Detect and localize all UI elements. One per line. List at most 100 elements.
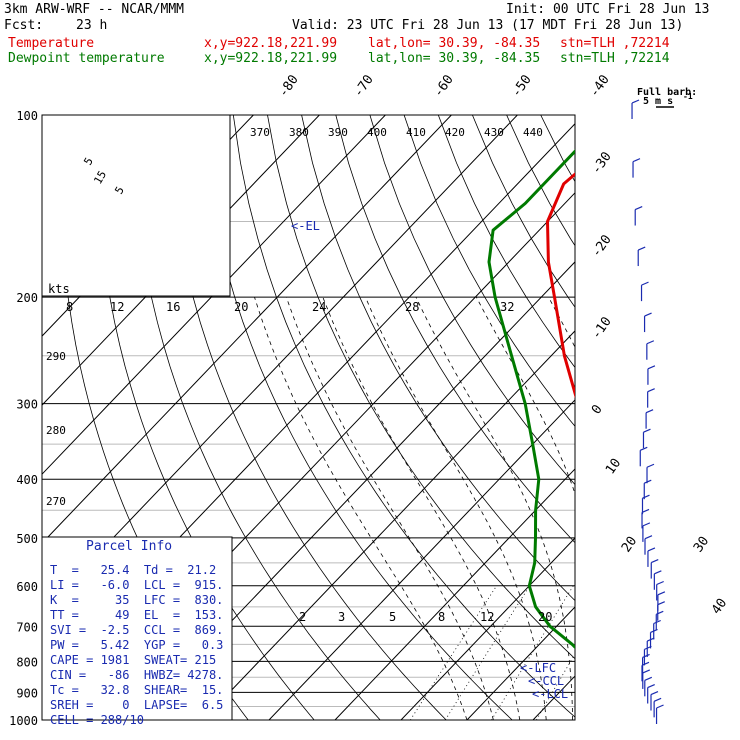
dry-adiabat [335, 115, 575, 544]
dewpoint-station: stn=TLH ,72214 [560, 51, 670, 66]
hodograph-box [41, 114, 231, 297]
dry-adiabat [677, 115, 740, 720]
hodograph-speed-label: 16 [166, 300, 180, 314]
isotherm-line [42, 115, 452, 544]
wind-barb-flag [656, 580, 664, 586]
wind-barb-flag [653, 619, 661, 625]
theta-e-label: 380 [289, 126, 309, 139]
el-marker: <-EL [291, 219, 320, 233]
theta-label: 270 [46, 495, 66, 508]
parcel-row: CAPE = 1981 SWEAT= 215 [50, 653, 217, 667]
isotherm-tick-label: 40 [709, 596, 730, 617]
dry-adiabat [301, 115, 575, 602]
wind-barb-flag [646, 340, 655, 345]
wind-barb-flag [644, 312, 652, 317]
hodograph-trace [229, 208, 230, 210]
dry-adiabat [232, 115, 575, 718]
init-time: Init: 00 UTC Fri 28 Jun 13 [506, 2, 710, 17]
pressure-tick-label: 500 [16, 532, 38, 546]
wind-barb-flag [651, 559, 659, 564]
parcel-row: CELL = 288/10 [50, 713, 144, 727]
pressure-tick-label: 600 [16, 580, 38, 594]
mixing-ratio-label: 12 [480, 610, 494, 624]
moist-adiabat [475, 296, 575, 495]
wind-barb-flag [634, 205, 643, 211]
wind-barb-flag [642, 669, 651, 674]
mixing-ratio-label: 3 [338, 610, 345, 624]
moist-adiabat [365, 296, 547, 720]
wind-barb-flag [657, 601, 665, 606]
moist-adiabat [548, 296, 575, 349]
forecast-hour: 23 h [76, 18, 108, 33]
isotherm-line [665, 115, 740, 720]
dry-adiabat [130, 115, 381, 720]
wind-barb-flag [641, 508, 650, 513]
wind-barb-flag [642, 494, 650, 499]
hodograph-speed-label: 12 [110, 300, 124, 314]
wind-key-label: Full barb: [637, 87, 697, 98]
dry-adiabat [609, 115, 740, 720]
plot-frame [41, 114, 576, 721]
dewpoint-xy: x,y=922.18,221.99 [204, 51, 338, 66]
isotherm-tick-label: -30 [589, 149, 615, 177]
mixing-ratio-line [410, 585, 497, 720]
parcel-row: K = 35 LFC = 830. [50, 593, 224, 607]
parcel-info-box [41, 536, 233, 721]
wind-barb-flag [637, 246, 646, 251]
isotherm-line [42, 115, 386, 475]
dry-adiabat [472, 115, 575, 308]
dewpoint-temperature-profile [487, 149, 575, 650]
isotherm-line [136, 261, 575, 720]
wind-barb-flag [647, 388, 655, 393]
parcel-row: LI = -6.0 LCL = 915. [50, 578, 224, 592]
isotherm-line [268, 399, 575, 720]
hodograph-units: kts [48, 282, 70, 296]
theta-e-label: 420 [445, 126, 465, 139]
hodograph-speed-label: 20 [234, 300, 248, 314]
pressure-tick-label: 1000 [9, 714, 38, 728]
hodograph-speed-label: 24 [312, 300, 326, 314]
isotherm-tick-label: 10 [603, 456, 624, 477]
wind-barb-flag [647, 683, 655, 689]
mixing-ratio-line [630, 586, 704, 720]
dry-adiabat [403, 115, 575, 427]
theta-label: 290 [46, 350, 66, 363]
wind-barb-flag [632, 158, 641, 163]
isotherm-tick-label: -70 [351, 72, 377, 100]
wind-barb-flag [642, 522, 651, 527]
moist-adiabat [705, 297, 740, 720]
moist-adiabat [631, 297, 675, 720]
mixing-ratio-line [577, 586, 654, 720]
parcel-row: TT = 49 EL = 153. [50, 608, 224, 622]
temperature-latlon: lat,lon= 30.39, -84.35 [368, 36, 541, 51]
hodograph-speed-label: 32 [500, 300, 514, 314]
parcel-row: PW = 5.42 YGP = 0.3 [50, 638, 224, 652]
parcel-row: T = 25.4 Td = 21.2 [50, 563, 217, 577]
dewpoint-legend: Dewpoint temperature [8, 51, 165, 66]
parcel-row: SREH = 0 LAPSE= 6.5 [50, 698, 224, 712]
moist-adiabat [285, 296, 494, 720]
isotherm-line [532, 675, 575, 720]
isotherm-line [400, 537, 575, 720]
isotherm-line [42, 115, 518, 613]
moist-adiabat [678, 297, 724, 720]
dry-adiabat [540, 115, 575, 183]
dry-adiabat [643, 115, 740, 720]
lfc-marker: <-LFC [520, 661, 556, 675]
mixing-ratio-line [491, 585, 574, 720]
mixing-ratio-label: 8 [438, 610, 445, 624]
dewpoint-latlon: lat,lon= 30.39, -84.35 [368, 51, 541, 66]
dry-adiabat [437, 115, 575, 369]
wind-barb-flag [643, 428, 651, 433]
isotherm-line [334, 468, 575, 720]
pressure-tick-label: 400 [16, 473, 38, 487]
isotherm-tick-label: -20 [589, 232, 615, 260]
mixing-ratio-label: 2 [299, 610, 306, 624]
pressure-tick-label: 800 [16, 655, 38, 669]
isotherm-tick-label: -10 [589, 314, 615, 342]
mixing-ratio-line [444, 585, 531, 720]
wind-barb-flag [644, 535, 653, 540]
isotherm-tick-label: -50 [509, 72, 535, 100]
temperature-profile [546, 172, 575, 399]
theta-e-label: 370 [250, 126, 270, 139]
